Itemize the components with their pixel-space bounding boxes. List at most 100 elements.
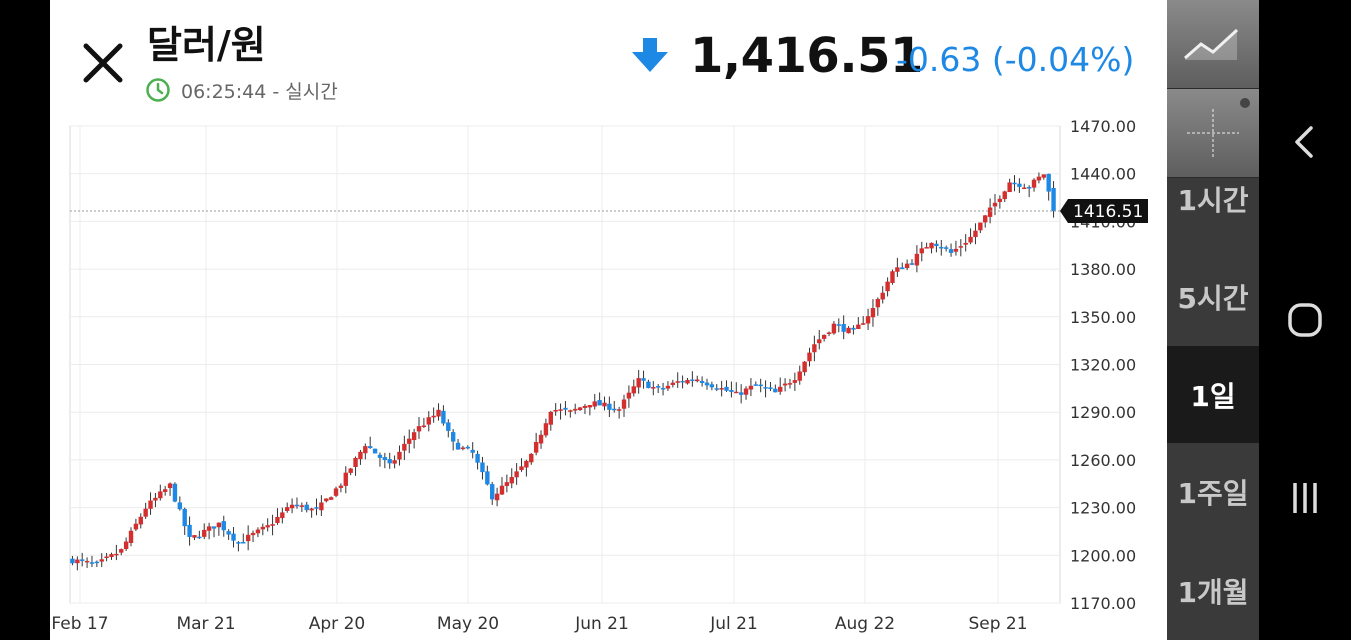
- candle-body: [109, 554, 114, 558]
- candle-body: [665, 385, 671, 389]
- price-change: -0.63 (-0.04%): [896, 40, 1135, 79]
- candle-body: [519, 466, 524, 471]
- candle-body: [763, 387, 768, 389]
- candle-body: [387, 459, 392, 464]
- candle-body: [202, 529, 207, 537]
- back-button[interactable]: [1259, 122, 1351, 162]
- candle-body: [543, 423, 549, 436]
- y-tick-label: 1230.00: [1070, 499, 1136, 518]
- candle-body: [865, 316, 871, 324]
- candle-body: [494, 493, 500, 501]
- candle-body: [675, 381, 680, 383]
- candle-body: [172, 483, 178, 502]
- back-icon: [1295, 126, 1313, 158]
- arrow-down-icon: [632, 38, 668, 72]
- candle-body: [421, 425, 427, 428]
- candle-body: [890, 271, 895, 283]
- candle-body: [509, 477, 514, 484]
- candle-body: [602, 402, 607, 407]
- timeframe-1-month[interactable]: 1개월: [1177, 575, 1249, 609]
- candle-body: [973, 230, 978, 238]
- candle-body: [875, 298, 881, 308]
- x-tick-label: Aug 22: [835, 614, 895, 634]
- clock-icon: [146, 78, 170, 102]
- candle-body: [1051, 188, 1056, 212]
- candle-body: [490, 484, 495, 500]
- candle-body: [758, 384, 763, 387]
- candle-body: [265, 525, 270, 528]
- chart-type-button[interactable]: [1167, 0, 1259, 89]
- candle-body: [143, 508, 148, 517]
- candle-body: [275, 516, 280, 523]
- candle-body: [1036, 176, 1042, 181]
- candle-body: [241, 541, 246, 544]
- candle-body: [104, 556, 109, 558]
- candle-body: [319, 502, 324, 511]
- candle-body: [245, 534, 251, 542]
- candle-body: [934, 243, 939, 247]
- candle-body: [182, 508, 187, 527]
- candle-body: [353, 457, 358, 467]
- timeframe-1-week[interactable]: 1주일: [1177, 477, 1249, 510]
- candle-body: [231, 533, 236, 541]
- candle-body: [577, 407, 583, 411]
- candle-body: [206, 526, 212, 531]
- timeframe-1-day[interactable]: 1일: [1167, 346, 1259, 443]
- candle-body: [778, 386, 783, 392]
- candle-body: [348, 468, 353, 473]
- candle-body: [123, 541, 129, 550]
- candle-body: [377, 454, 383, 458]
- candle-body: [402, 443, 407, 451]
- candle-body: [177, 502, 183, 510]
- candle-body: [587, 405, 593, 408]
- candle-body: [1007, 182, 1012, 193]
- y-tick-label: 1260.00: [1070, 451, 1136, 470]
- home-button[interactable]: [1259, 300, 1351, 340]
- candle-body: [99, 559, 104, 562]
- candle-body: [270, 524, 275, 526]
- candle-body: [236, 542, 241, 544]
- candle-body: [870, 308, 876, 318]
- candle-body: [89, 562, 95, 564]
- candle-body: [216, 522, 222, 528]
- candle-body: [909, 263, 915, 265]
- crosshair-button[interactable]: [1167, 89, 1259, 178]
- candle-body: [294, 504, 300, 507]
- candle-body: [455, 442, 461, 450]
- y-tick-label: 1290.00: [1070, 403, 1136, 422]
- candle-body: [192, 535, 197, 538]
- y-tick-label: 1170.00: [1070, 594, 1136, 613]
- candle-body: [690, 379, 695, 382]
- recents-button[interactable]: [1259, 478, 1351, 518]
- candle-body: [948, 249, 954, 253]
- candle-body: [568, 410, 573, 412]
- candle-body: [480, 462, 485, 473]
- candle-body: [548, 411, 553, 425]
- candle-body: [1031, 179, 1037, 188]
- candle-body: [138, 516, 143, 525]
- candle-body: [963, 242, 968, 245]
- candle-body: [70, 558, 75, 564]
- candle-body: [607, 403, 612, 410]
- candle-body: [958, 246, 964, 248]
- timeframe-1-hour[interactable]: 1시간: [1177, 184, 1249, 217]
- timeframe-5-hours[interactable]: 5시간: [1177, 282, 1249, 315]
- candle-body: [817, 339, 822, 344]
- candle-body: [465, 446, 471, 449]
- candle-body: [597, 400, 602, 406]
- candlestick-chart[interactable]: 1470.001440.001410.001380.001350.001320.…: [50, 118, 1167, 640]
- candle-body: [280, 512, 285, 519]
- candle-body: [372, 448, 378, 454]
- candle-body: [133, 523, 139, 530]
- candle-body: [299, 505, 305, 507]
- candle-body: [411, 432, 417, 441]
- y-tick-label: 1350.00: [1070, 308, 1136, 327]
- candle-body: [499, 485, 505, 495]
- close-icon[interactable]: [80, 40, 126, 86]
- candle-body: [1017, 183, 1022, 187]
- candle-body: [328, 497, 334, 500]
- candle-body: [885, 281, 890, 292]
- candle-body: [821, 334, 827, 339]
- candle-body: [626, 392, 632, 399]
- candle-body: [211, 526, 217, 529]
